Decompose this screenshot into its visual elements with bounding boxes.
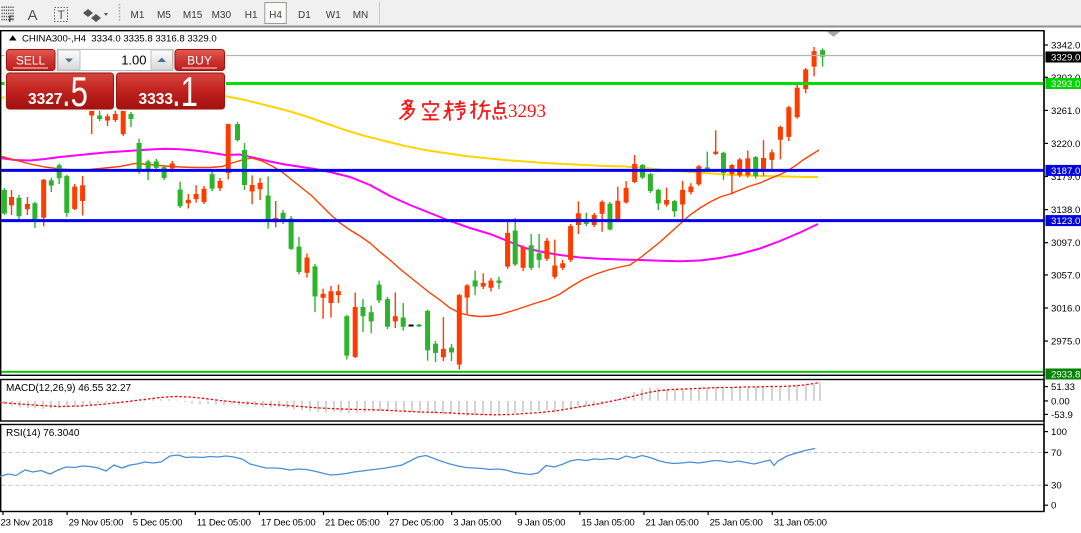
svg-text:23 Nov 2018: 23 Nov 2018 bbox=[1, 518, 53, 529]
svg-text:3333: 3333 bbox=[139, 91, 174, 108]
svg-text:3329.0: 3329.0 bbox=[1051, 53, 1080, 64]
svg-text:T: T bbox=[58, 8, 66, 22]
svg-text:H4: H4 bbox=[269, 10, 282, 21]
svg-text:3123.0: 3123.0 bbox=[1051, 216, 1080, 227]
svg-text:D1: D1 bbox=[298, 10, 311, 21]
svg-text:21 Dec 05:00: 21 Dec 05:00 bbox=[325, 518, 380, 529]
svg-text:SELL: SELL bbox=[16, 54, 46, 68]
svg-text:W1: W1 bbox=[326, 10, 341, 21]
svg-text:3293.0: 3293.0 bbox=[1051, 79, 1080, 90]
svg-text:RSI(14) 76.3040: RSI(14) 76.3040 bbox=[6, 428, 80, 439]
svg-text:3327: 3327 bbox=[28, 91, 62, 108]
svg-text:3 Jan 05:00: 3 Jan 05:00 bbox=[453, 518, 501, 529]
svg-text:H1: H1 bbox=[245, 10, 258, 21]
svg-text:25 Jan 05:00: 25 Jan 05:00 bbox=[710, 518, 763, 529]
svg-text:51.33: 51.33 bbox=[1051, 382, 1075, 393]
svg-text:M30: M30 bbox=[212, 10, 232, 21]
svg-text:.5: .5 bbox=[62, 68, 88, 115]
svg-text:5 Dec 05:00: 5 Dec 05:00 bbox=[133, 518, 183, 529]
svg-text:17 Dec 05:00: 17 Dec 05:00 bbox=[261, 518, 316, 529]
svg-text:100: 100 bbox=[1051, 427, 1067, 438]
svg-text:3261.0: 3261.0 bbox=[1051, 106, 1080, 117]
svg-text:31 Jan 05:00: 31 Jan 05:00 bbox=[774, 518, 827, 529]
svg-text:15 Jan 05:00: 15 Jan 05:00 bbox=[581, 518, 634, 529]
svg-text:30: 30 bbox=[1051, 481, 1062, 492]
svg-text:F: F bbox=[9, 14, 15, 24]
svg-text:11 Dec 05:00: 11 Dec 05:00 bbox=[197, 518, 251, 529]
svg-text:-53.9: -53.9 bbox=[1051, 410, 1073, 421]
svg-text:3097.0: 3097.0 bbox=[1051, 238, 1080, 249]
svg-text:29 Nov 05:00: 29 Nov 05:00 bbox=[69, 518, 124, 529]
svg-text:2975.0: 2975.0 bbox=[1051, 337, 1080, 348]
svg-text:70: 70 bbox=[1051, 448, 1062, 459]
svg-text:21 Jan 05:00: 21 Jan 05:00 bbox=[646, 518, 699, 529]
svg-text:MACD(12,26,9) 46.55 32.27: MACD(12,26,9) 46.55 32.27 bbox=[6, 383, 132, 394]
svg-text:M5: M5 bbox=[157, 10, 171, 21]
svg-text:3187.0: 3187.0 bbox=[1051, 166, 1080, 177]
svg-text:A: A bbox=[28, 7, 38, 24]
svg-text:3138.0: 3138.0 bbox=[1051, 205, 1080, 216]
svg-text:3342.0: 3342.0 bbox=[1051, 41, 1080, 52]
svg-text:3057.0: 3057.0 bbox=[1051, 270, 1080, 281]
svg-text:27 Dec 05:00: 27 Dec 05:00 bbox=[389, 518, 444, 529]
svg-text:0: 0 bbox=[1051, 501, 1056, 512]
svg-text:3293: 3293 bbox=[508, 101, 546, 122]
svg-text:MN: MN bbox=[353, 10, 369, 21]
svg-text:.1: .1 bbox=[172, 68, 198, 115]
svg-text:0.00: 0.00 bbox=[1051, 396, 1070, 407]
svg-text:3016.0: 3016.0 bbox=[1051, 304, 1080, 315]
svg-text:3179.0: 3179.0 bbox=[1051, 172, 1080, 183]
svg-text:3220.0: 3220.0 bbox=[1051, 139, 1080, 150]
svg-text:CHINA300-,H4 3334.0 3335.8 33: CHINA300-,H4 3334.0 3335.8 3316.8 3329.0 bbox=[22, 34, 217, 45]
svg-text:9 Jan 05:00: 9 Jan 05:00 bbox=[517, 518, 565, 529]
svg-text:1.00: 1.00 bbox=[121, 53, 146, 68]
svg-text:M15: M15 bbox=[183, 10, 203, 21]
svg-text:M1: M1 bbox=[131, 10, 145, 21]
svg-text:BUY: BUY bbox=[187, 54, 212, 68]
svg-text:2933.8: 2933.8 bbox=[1051, 370, 1080, 381]
